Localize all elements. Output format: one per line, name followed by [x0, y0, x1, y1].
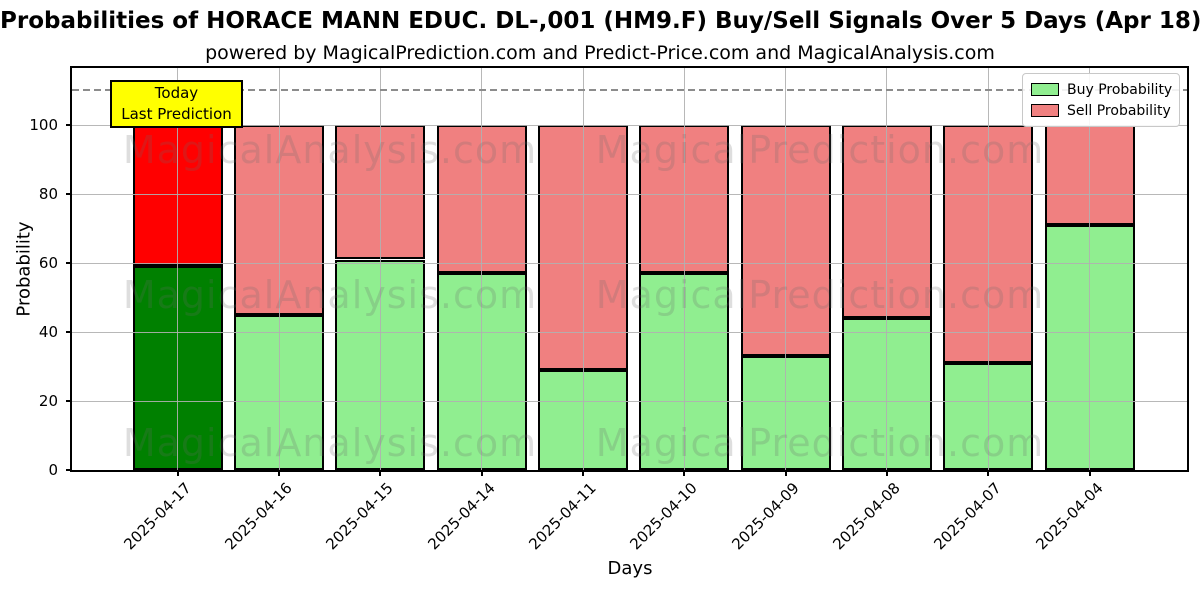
x-tick-mark — [379, 470, 382, 476]
today-annotation: Today Last Prediction — [110, 80, 243, 128]
x-tick-mark — [987, 470, 990, 476]
watermark-text: MagicalAnalysis.com — [122, 421, 538, 465]
watermark-text: MagicalAnalysis.com — [122, 128, 538, 172]
x-tick-label: 2025-04-16 — [221, 479, 296, 554]
today-annotation-line1: Today — [154, 84, 199, 102]
legend-label: Sell Probability — [1067, 102, 1171, 119]
x-axis-label: Days — [607, 558, 653, 579]
y-tick-mark — [66, 261, 72, 264]
vertical-gridline — [481, 68, 483, 470]
chart-title: Probabilities of HORACE MANN EDUC. DL-,0… — [0, 8, 1200, 34]
y-tick-label: 40 — [38, 322, 58, 341]
watermark-text: MagicalAnalysis.com — [122, 273, 538, 317]
x-tick-label: 2025-04-10 — [626, 479, 702, 554]
x-tick-mark — [1088, 470, 1091, 476]
chart-subtitle: powered by MagicalPrediction.com and Pre… — [205, 42, 995, 64]
horizontal-gridline — [72, 262, 1187, 264]
x-tick-label: 2025-04-08 — [829, 479, 904, 554]
sell-legend-swatch — [1031, 104, 1059, 117]
x-tick-mark — [480, 470, 483, 476]
plot-area: MagicalAnalysis.com MagicalPrediction.com… — [72, 68, 1187, 470]
x-tick-mark — [582, 470, 584, 476]
watermark-text: MagicalPrediction.com — [595, 128, 1045, 172]
x-tick-label: 2025-04-11 — [525, 479, 600, 554]
x-tick-label: 2025-04-14 — [424, 479, 499, 554]
x-tick-label: 2025-04-04 — [1031, 479, 1107, 554]
y-tick-label: 80 — [38, 184, 58, 203]
y-tick-mark — [66, 399, 72, 402]
y-tick-mark — [66, 330, 72, 333]
y-tick-label: 100 — [29, 115, 58, 134]
vertical-gridline — [1089, 68, 1090, 470]
x-tick-mark — [683, 470, 686, 476]
vertical-gridline — [886, 68, 888, 470]
legend-row: Buy Probability — [1031, 79, 1173, 100]
x-tick-label: 2025-04-09 — [727, 479, 803, 554]
y-tick-mark — [66, 469, 72, 471]
today-annotation-line2: Last Prediction — [121, 105, 232, 123]
legend-label: Buy Probability — [1067, 81, 1173, 98]
x-tick-mark — [885, 470, 888, 476]
horizontal-gridline — [72, 331, 1187, 333]
y-axis-label: Probability — [13, 221, 35, 317]
vertical-gridline — [683, 68, 685, 470]
y-tick-label: 60 — [38, 253, 58, 272]
x-tick-mark — [784, 470, 787, 476]
y-tick-mark — [66, 192, 72, 195]
y-tick-mark — [66, 123, 72, 126]
vertical-gridline — [379, 68, 381, 470]
horizontal-gridline — [72, 400, 1187, 402]
watermark-text: MagicalPrediction.com — [595, 421, 1045, 465]
x-tick-label: 2025-04-07 — [930, 479, 1005, 554]
vertical-gridline — [278, 68, 280, 470]
vertical-gridline — [785, 68, 787, 470]
legend-row: Sell Probability — [1031, 100, 1171, 121]
vertical-gridline — [177, 68, 179, 470]
x-tick-label: 2025-04-15 — [322, 479, 398, 554]
y-tick-label: 0 — [48, 461, 58, 479]
legend: Buy Probability Sell Probability — [1022, 73, 1180, 127]
dashed-threshold-line — [72, 89, 1187, 92]
horizontal-gridline — [72, 124, 1187, 126]
buy-legend-swatch — [1031, 83, 1059, 96]
watermark-text: MagicalPrediction.com — [595, 273, 1045, 317]
horizontal-gridline — [72, 193, 1187, 195]
vertical-gridline — [987, 68, 989, 470]
vertical-gridline — [582, 68, 584, 470]
x-tick-mark — [278, 470, 281, 476]
x-tick-mark — [176, 470, 179, 476]
x-tick-label: 2025-04-17 — [120, 479, 195, 554]
y-tick-label: 20 — [38, 391, 58, 410]
